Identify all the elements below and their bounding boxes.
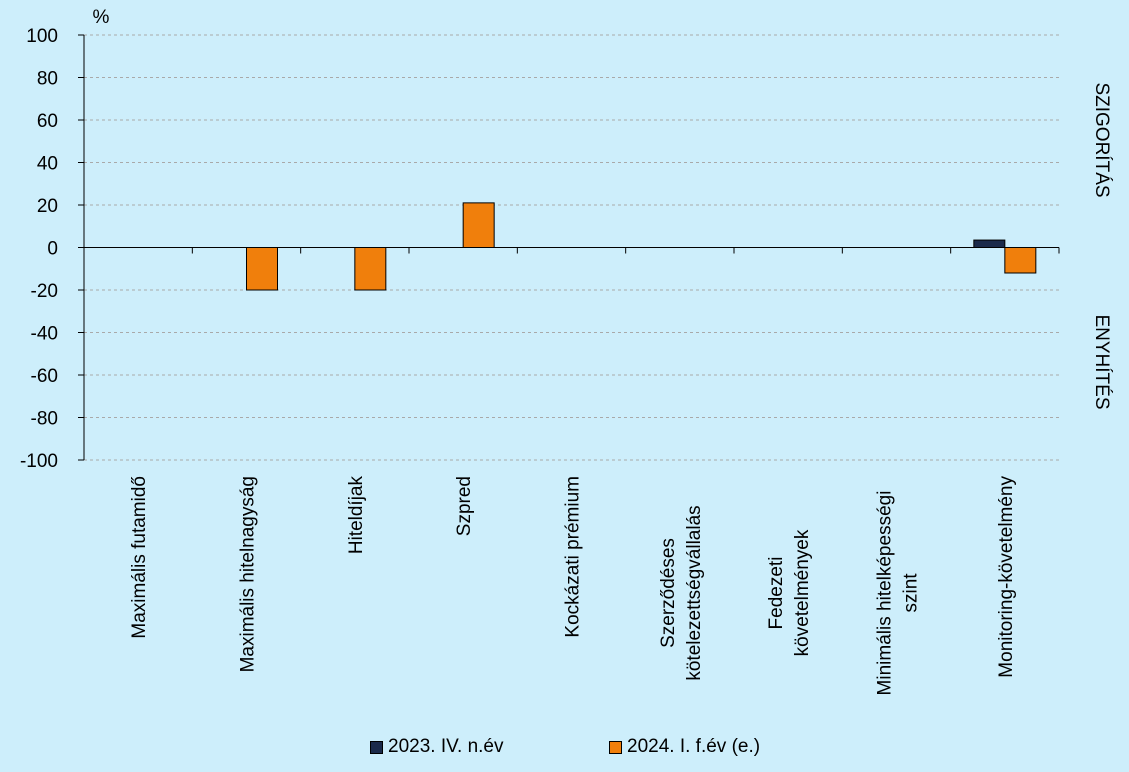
bar (462, 202, 495, 248)
bar (973, 239, 1006, 248)
legend-swatch-series-2 (609, 740, 622, 754)
right-label-lower: ENYHÍTÉS (1091, 314, 1112, 409)
category-label: Kockázati prémium (563, 476, 584, 638)
legend-item-series-2: 2024. I. f.év (e.) (609, 736, 760, 758)
category-label-line: követelmények (792, 529, 813, 656)
y-tick-label: -100 (20, 451, 58, 472)
y-tick-label: 100 (26, 26, 58, 47)
category-label: Maximális hitelnagyság (238, 476, 259, 672)
category-label: Minimális hitelképességi szint (875, 491, 922, 696)
category-label-line: Minimális hitelképességi (875, 491, 896, 696)
y-tick-label: -20 (31, 281, 58, 302)
bar (246, 247, 278, 291)
category-label-line: Hiteldíjak (346, 476, 367, 555)
category-label: Fedezeti követelmények (766, 529, 813, 656)
category-label: Maximális futamidő (129, 476, 150, 639)
category-label-line: Maximális hitelnagyság (238, 476, 259, 672)
y-tick-label: -60 (31, 366, 58, 387)
y-tick-label: -80 (31, 409, 58, 430)
legend-item-series-1: 2023. IV. n.év (370, 736, 504, 758)
y-axis-unit: % (93, 7, 110, 28)
category-label: Monitoring-követelmény (996, 476, 1017, 678)
bar (354, 247, 387, 291)
category-label-line: Szerződéses (658, 538, 679, 648)
legend: 2023. IV. n.év 2024. I. f.év (e.) (0, 736, 1129, 760)
category-label-line: Kockázati prémium (563, 476, 584, 638)
bar (1004, 247, 1037, 274)
category-label-line: kötelezettségvállalás (684, 505, 705, 680)
legend-label-series-1: 2023. IV. n.év (388, 736, 504, 757)
legend-label-series-2: 2024. I. f.év (e.) (627, 736, 761, 757)
category-label-line: Maximális futamidő (129, 476, 150, 639)
y-tick-label: 80 (37, 69, 58, 90)
y-tick-label: 40 (37, 154, 58, 175)
category-label: Szpred (454, 476, 475, 536)
category-label-line: szint (901, 573, 922, 613)
category-label: Szerződéses kötelezettségvállalás (658, 505, 705, 680)
category-label-line: Monitoring-követelmény (996, 476, 1017, 678)
y-tick-label: 20 (37, 196, 58, 217)
legend-swatch-series-1 (370, 740, 383, 754)
category-label-line: Fedezeti (766, 557, 787, 630)
category-label-line: Szpred (454, 476, 475, 536)
y-tick-label: 0 (47, 239, 58, 260)
right-label-upper: SZIGORÍTÁS (1091, 82, 1112, 197)
y-tick-label: -40 (31, 324, 58, 345)
category-label: Hiteldíjak (346, 476, 367, 555)
y-tick-label: 60 (37, 111, 58, 132)
